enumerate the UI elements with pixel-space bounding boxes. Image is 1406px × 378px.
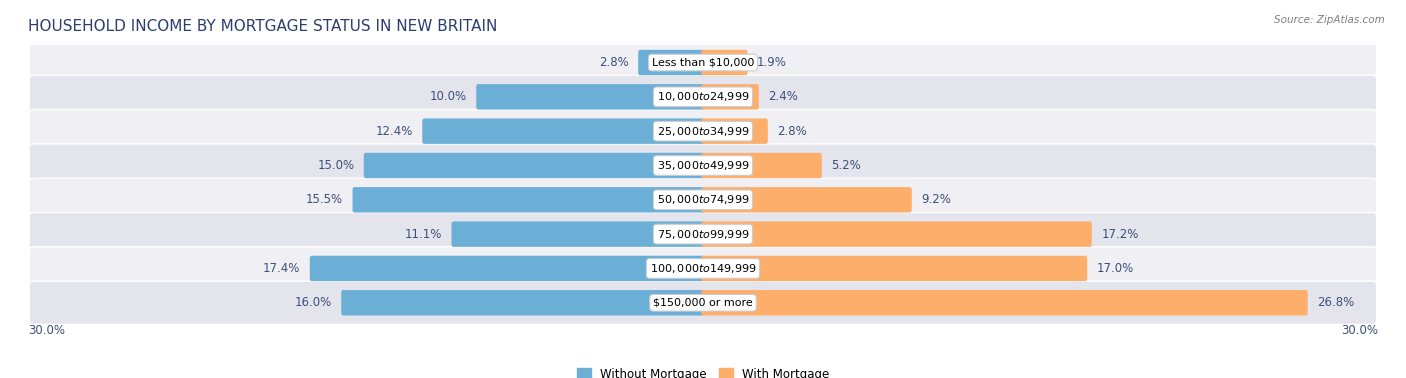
Text: 5.2%: 5.2% — [831, 159, 860, 172]
Text: Source: ZipAtlas.com: Source: ZipAtlas.com — [1274, 15, 1385, 25]
Text: 17.0%: 17.0% — [1097, 262, 1133, 275]
Text: $75,000 to $99,999: $75,000 to $99,999 — [657, 228, 749, 241]
Text: $10,000 to $24,999: $10,000 to $24,999 — [657, 90, 749, 103]
FancyBboxPatch shape — [309, 256, 704, 281]
FancyBboxPatch shape — [30, 41, 1376, 84]
Text: 17.2%: 17.2% — [1101, 228, 1139, 241]
FancyBboxPatch shape — [30, 144, 1376, 187]
Text: 26.8%: 26.8% — [1317, 296, 1354, 309]
Text: $25,000 to $34,999: $25,000 to $34,999 — [657, 125, 749, 138]
FancyBboxPatch shape — [30, 178, 1376, 222]
FancyBboxPatch shape — [451, 222, 704, 247]
Text: 10.0%: 10.0% — [430, 90, 467, 103]
FancyBboxPatch shape — [702, 153, 821, 178]
FancyBboxPatch shape — [702, 256, 1087, 281]
Text: $35,000 to $49,999: $35,000 to $49,999 — [657, 159, 749, 172]
FancyBboxPatch shape — [30, 110, 1376, 153]
Text: 9.2%: 9.2% — [921, 193, 950, 206]
FancyBboxPatch shape — [702, 84, 759, 110]
Text: 2.4%: 2.4% — [768, 90, 799, 103]
Text: 11.1%: 11.1% — [405, 228, 441, 241]
FancyBboxPatch shape — [342, 290, 704, 316]
FancyBboxPatch shape — [702, 187, 911, 212]
Text: $100,000 to $149,999: $100,000 to $149,999 — [650, 262, 756, 275]
FancyBboxPatch shape — [364, 153, 704, 178]
FancyBboxPatch shape — [30, 75, 1376, 118]
Text: 2.8%: 2.8% — [778, 125, 807, 138]
Text: 1.9%: 1.9% — [756, 56, 787, 69]
Text: 12.4%: 12.4% — [375, 125, 413, 138]
Text: HOUSEHOLD INCOME BY MORTGAGE STATUS IN NEW BRITAIN: HOUSEHOLD INCOME BY MORTGAGE STATUS IN N… — [28, 20, 498, 34]
FancyBboxPatch shape — [422, 118, 704, 144]
Text: 16.0%: 16.0% — [295, 296, 332, 309]
Text: 17.4%: 17.4% — [263, 262, 301, 275]
Text: $50,000 to $74,999: $50,000 to $74,999 — [657, 193, 749, 206]
Text: Less than $10,000: Less than $10,000 — [652, 57, 754, 68]
FancyBboxPatch shape — [30, 212, 1376, 256]
FancyBboxPatch shape — [477, 84, 704, 110]
Text: 15.0%: 15.0% — [318, 159, 354, 172]
FancyBboxPatch shape — [638, 50, 704, 75]
FancyBboxPatch shape — [30, 281, 1376, 324]
Text: 15.5%: 15.5% — [307, 193, 343, 206]
Text: 30.0%: 30.0% — [1341, 324, 1378, 337]
FancyBboxPatch shape — [702, 222, 1091, 247]
FancyBboxPatch shape — [30, 247, 1376, 290]
FancyBboxPatch shape — [702, 290, 1308, 316]
Text: 30.0%: 30.0% — [28, 324, 65, 337]
FancyBboxPatch shape — [702, 118, 768, 144]
FancyBboxPatch shape — [353, 187, 704, 212]
FancyBboxPatch shape — [702, 50, 748, 75]
Text: $150,000 or more: $150,000 or more — [654, 298, 752, 308]
Legend: Without Mortgage, With Mortgage: Without Mortgage, With Mortgage — [576, 368, 830, 378]
Text: 2.8%: 2.8% — [599, 56, 628, 69]
